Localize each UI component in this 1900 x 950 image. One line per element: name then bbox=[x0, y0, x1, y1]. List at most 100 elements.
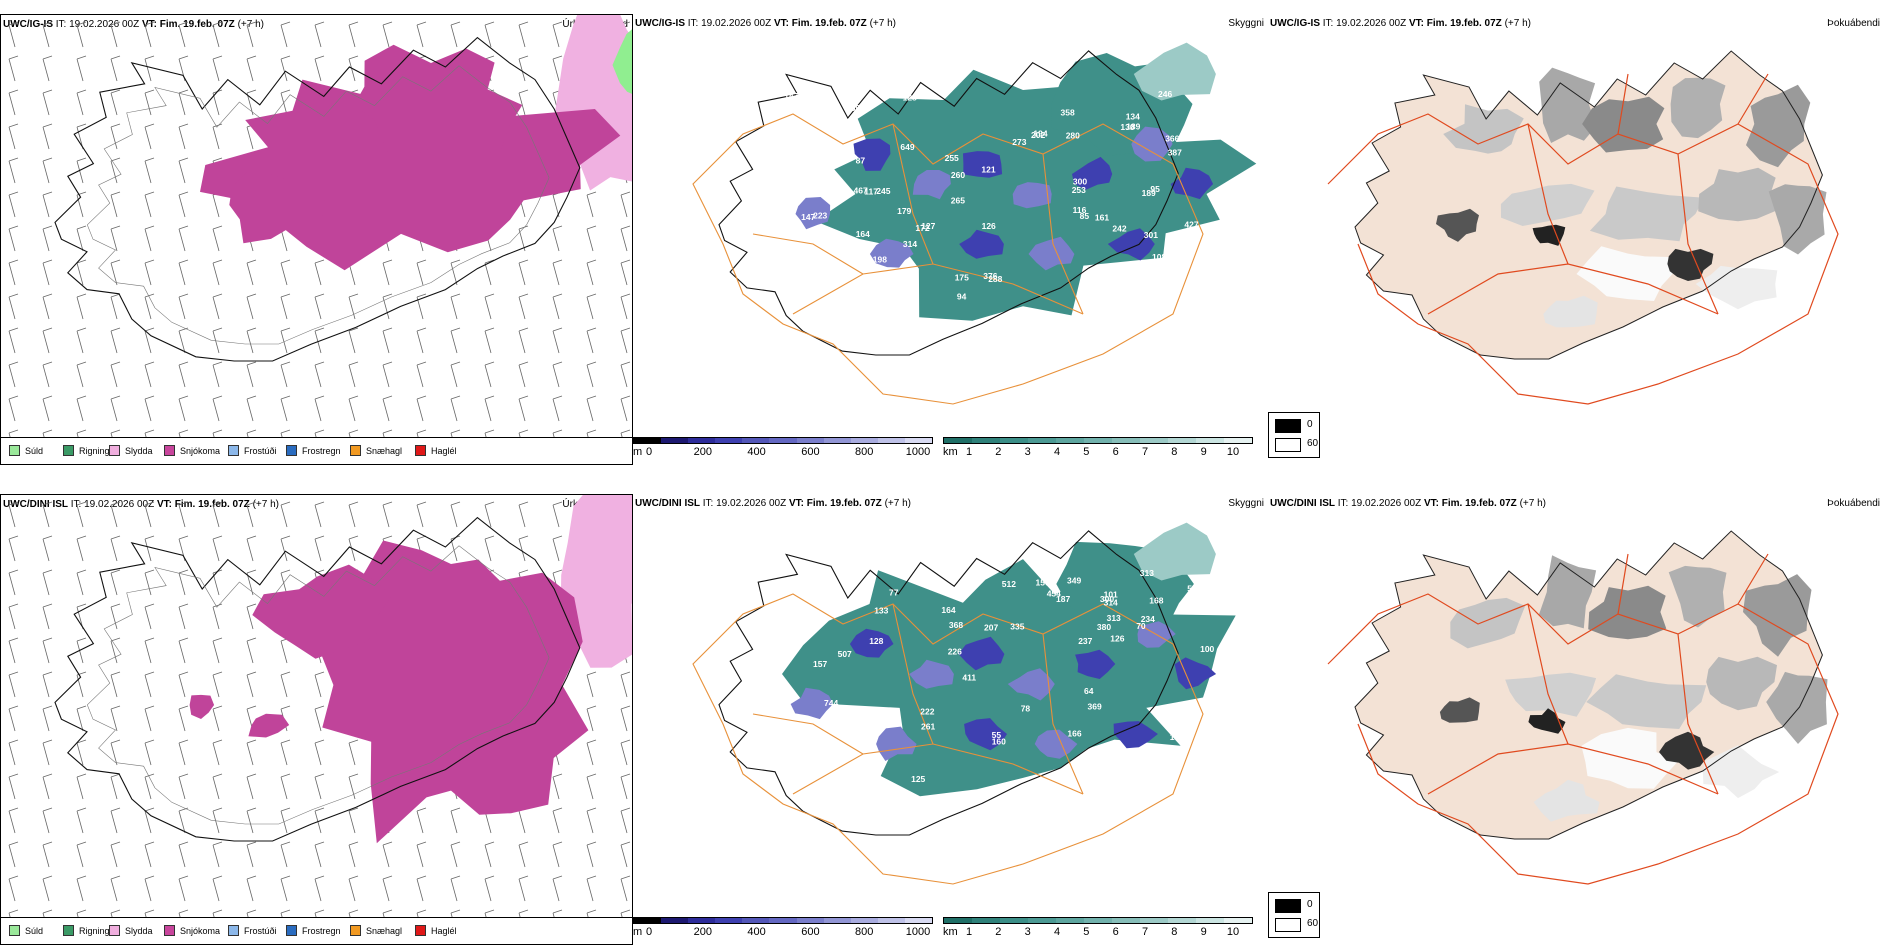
wind-barb bbox=[348, 21, 359, 48]
wind-barb bbox=[620, 841, 631, 868]
wind-barb bbox=[42, 739, 53, 766]
wind-barb bbox=[552, 875, 563, 902]
cloud-base-label: 313 bbox=[1107, 613, 1121, 623]
wind-barb bbox=[382, 875, 393, 902]
fog-low-swatch bbox=[1275, 918, 1301, 932]
legend-item: Haglél bbox=[415, 445, 457, 456]
wind-barb bbox=[280, 327, 291, 354]
cloud-base-label: 128 bbox=[869, 636, 883, 646]
legend-item: Súld bbox=[9, 445, 43, 456]
cloud-base-label: 127 bbox=[921, 221, 935, 231]
wind-barb bbox=[8, 293, 19, 320]
wind-barb bbox=[280, 535, 291, 562]
cloud-base-label: 78 bbox=[1021, 704, 1031, 714]
wind-barb bbox=[42, 501, 53, 528]
shaded-area bbox=[869, 238, 914, 268]
wind-barb bbox=[348, 875, 359, 902]
cloud-base-label: 250 bbox=[778, 88, 792, 98]
shaded-area bbox=[853, 138, 891, 171]
scale-tick: 1 bbox=[965, 446, 973, 458]
road bbox=[1327, 113, 1839, 405]
wind-barb bbox=[76, 361, 87, 388]
wind-barb bbox=[620, 671, 631, 698]
wind-barb bbox=[144, 89, 155, 116]
wind-barb bbox=[314, 841, 325, 868]
shaded-area bbox=[876, 726, 917, 761]
cloud-base-label: 128 bbox=[903, 92, 917, 102]
wind-barb bbox=[416, 21, 427, 48]
legend-swatch bbox=[286, 445, 297, 456]
wind-barb bbox=[212, 123, 223, 150]
wind-barb bbox=[178, 21, 189, 48]
road bbox=[1737, 73, 1769, 125]
legend-swatch bbox=[109, 925, 120, 936]
shaded-area bbox=[1706, 656, 1777, 711]
wind-barb bbox=[212, 395, 223, 422]
wind-barb bbox=[178, 327, 189, 354]
wind-barb bbox=[518, 21, 529, 48]
road bbox=[1042, 633, 1084, 795]
wind-barb bbox=[484, 501, 495, 528]
shaded-area bbox=[315, 540, 589, 844]
wind-barb bbox=[8, 875, 19, 902]
cloud-base-label: 126 bbox=[982, 221, 996, 231]
wind-barb bbox=[586, 225, 597, 252]
legend-label: Súld bbox=[25, 445, 44, 456]
scale-segment bbox=[904, 438, 933, 443]
wind-barb bbox=[246, 361, 257, 388]
wind-barb bbox=[178, 909, 189, 920]
wind-barb bbox=[110, 841, 121, 868]
wind-barb bbox=[144, 909, 155, 920]
wind-barb bbox=[212, 603, 223, 630]
wind-barb bbox=[178, 671, 189, 698]
wind-barb bbox=[76, 773, 87, 800]
terrain-contours bbox=[86, 65, 550, 345]
fog-high-label: 0 bbox=[1307, 899, 1313, 910]
scale-segment bbox=[823, 438, 851, 443]
cloud-base-label: 100 bbox=[1200, 644, 1214, 654]
scale-segment bbox=[796, 438, 824, 443]
cloud-base-labels: 744 160 335 128 166 164 168 123 172 226 222 237 507 2… bbox=[798, 568, 1218, 784]
cloud-base-label: 253 bbox=[1072, 185, 1086, 195]
cloud-base-label: 117 bbox=[864, 186, 878, 196]
wind-barb bbox=[280, 875, 291, 902]
wind-barb bbox=[348, 773, 359, 800]
wind-barb bbox=[110, 807, 121, 834]
wind-barb bbox=[246, 671, 257, 698]
wind-barb bbox=[246, 739, 257, 766]
scale-tick: 7 bbox=[1141, 926, 1149, 938]
wind-barb bbox=[450, 293, 461, 320]
wind-barb bbox=[314, 259, 325, 286]
cloud-base-label: 242 bbox=[1112, 223, 1126, 233]
shaded-area bbox=[958, 636, 1005, 671]
wind-barb bbox=[76, 909, 87, 920]
wind-barb bbox=[280, 55, 291, 82]
visibility-km-scale: km 1 2 3 4 5 6 7 8 9 10 bbox=[943, 917, 1258, 941]
scale-tick: 0 bbox=[645, 926, 653, 938]
wind-barb bbox=[518, 55, 529, 82]
cloud-base-label: 366 bbox=[1165, 134, 1179, 144]
shaded-area bbox=[1028, 236, 1075, 271]
wind-barb bbox=[110, 123, 121, 150]
wind-barb bbox=[586, 841, 597, 868]
scale-bar bbox=[633, 917, 933, 924]
wind-barb bbox=[76, 739, 87, 766]
wind-barb bbox=[348, 807, 359, 834]
wind-barb bbox=[8, 569, 19, 596]
wind-barb bbox=[144, 569, 155, 596]
wind-barb bbox=[314, 773, 325, 800]
wind-barb bbox=[42, 637, 53, 664]
wind-barb bbox=[110, 361, 121, 388]
wind-barb bbox=[416, 875, 427, 902]
wind-barb bbox=[212, 293, 223, 320]
wind-barb bbox=[144, 395, 155, 422]
wind-barb bbox=[382, 259, 393, 286]
wind-barb bbox=[76, 671, 87, 698]
scale-segment bbox=[661, 438, 689, 443]
wind-barb bbox=[110, 293, 121, 320]
shaded-area bbox=[795, 197, 831, 230]
legend-swatch bbox=[350, 445, 361, 456]
wind-barb bbox=[42, 773, 53, 800]
wind-barb bbox=[42, 157, 53, 184]
iceland-outline bbox=[54, 516, 581, 842]
